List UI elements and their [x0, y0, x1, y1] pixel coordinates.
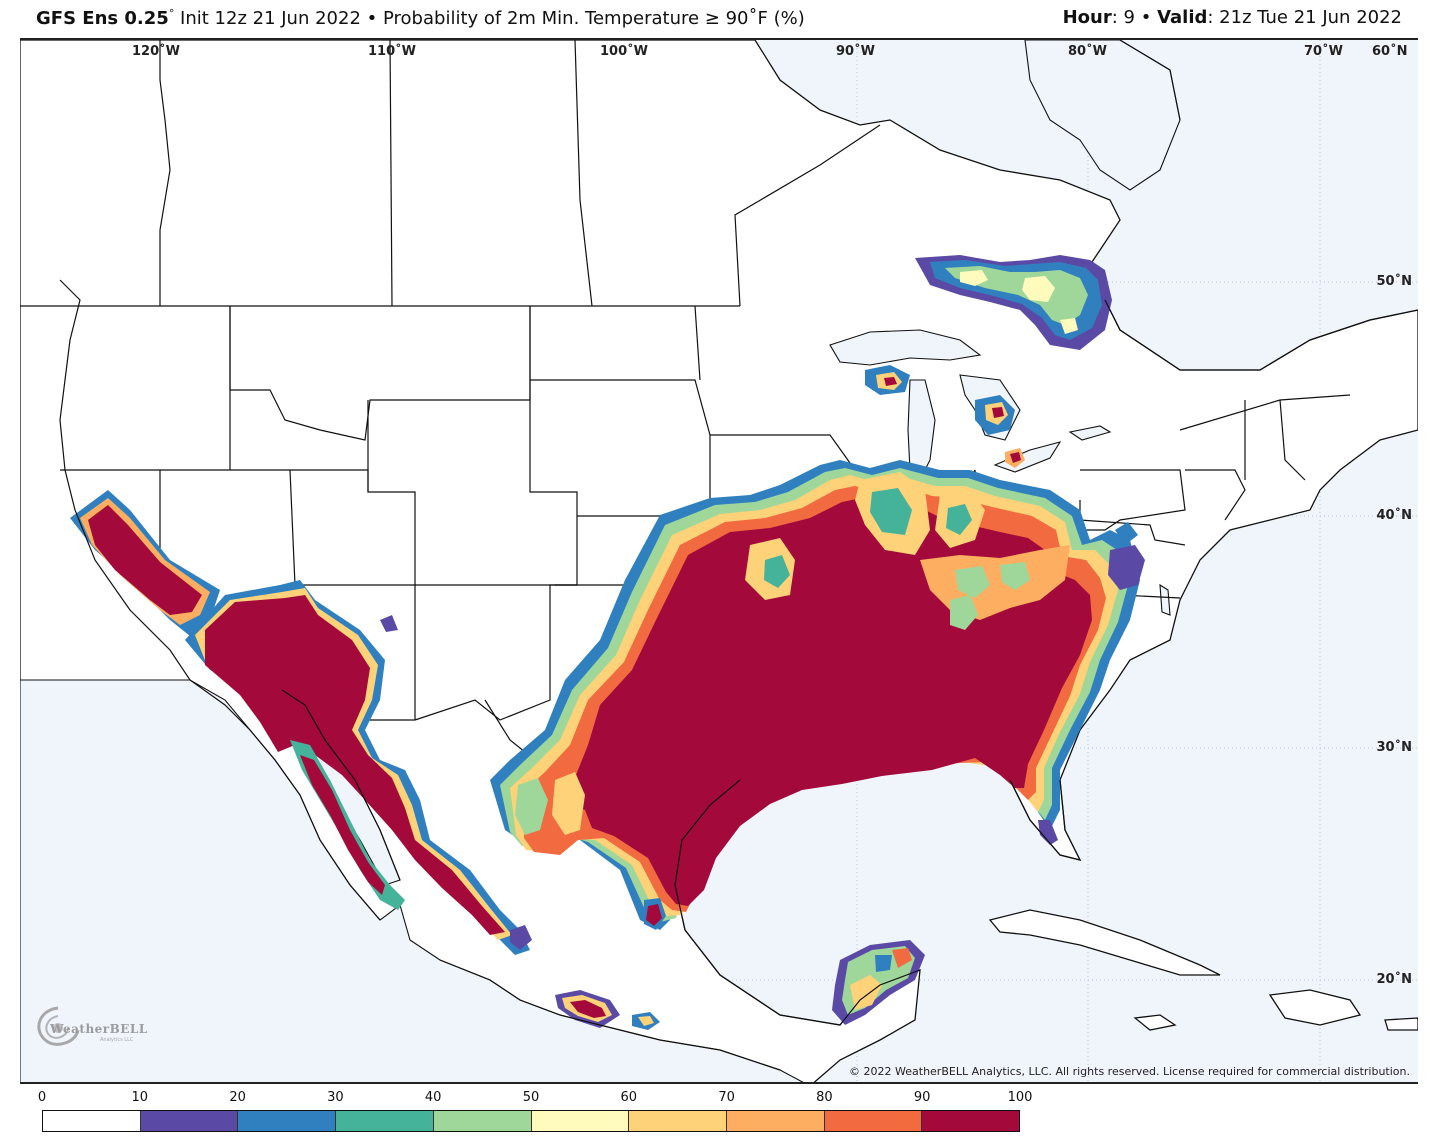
legend-tick: 0: [37, 1090, 47, 1105]
lon-label-120w: 120˚W: [132, 44, 180, 59]
title-bar: GFS Ens 0.25° Init 12z 21 Jun 2022 • Pro…: [0, 0, 1440, 38]
bullet-2: •: [1140, 7, 1152, 28]
legend-swatch: [43, 1111, 141, 1131]
lake-superior: [829, 329, 982, 366]
region-yucatan: [832, 940, 925, 1025]
legend-swatch: [336, 1111, 434, 1131]
region-great-lakes: [865, 365, 1025, 468]
weatherbell-logo: WeatherBELL Analytics LLC: [28, 1002, 158, 1052]
region-california: [70, 490, 220, 640]
legend-swatch: [140, 1111, 239, 1131]
product-name: Probability of 2m Min. Temperature: [383, 8, 700, 29]
legend-color-bar: [42, 1110, 1020, 1132]
legend-swatch: [824, 1111, 923, 1131]
lake-ontario: [1068, 425, 1112, 441]
lat-label-50n: 50˚N: [1376, 274, 1412, 289]
legend-swatch: [629, 1111, 727, 1131]
model-name: GFS Ens 0.25: [36, 8, 169, 29]
lon-label-70w: 70˚W: [1304, 44, 1343, 59]
copyright-notice: © 2022 WeatherBELL Analytics, LLC. All r…: [849, 1065, 1410, 1078]
chesapeake: [1159, 583, 1171, 616]
lon-label-90w: 90˚W: [836, 44, 875, 59]
puerto-rico: [1384, 1017, 1418, 1031]
lat-label-60n-top: 60˚N: [1372, 44, 1408, 59]
probability-fill: [70, 255, 1145, 1030]
bullet-1: •: [366, 8, 378, 29]
coastlines: [59, 40, 1418, 1071]
color-legend: 0 10 20 30 40 50 60 70 80 90 100: [37, 1090, 1032, 1136]
legend-tick: 10: [131, 1090, 149, 1105]
legend-tick: 80: [816, 1090, 833, 1105]
threshold: ≥ 90˚F (%): [704, 8, 805, 29]
legend-swatch: [433, 1111, 532, 1131]
legend-swatch: [726, 1111, 825, 1131]
region-central-south: [490, 460, 1145, 930]
degree-mark: °: [168, 7, 175, 20]
swirl-icon: [37, 1006, 80, 1046]
hour-value: : 9: [1111, 7, 1135, 28]
valid-info: Hour: 9 • Valid: 21z Tue 21 Jun 2022: [1063, 7, 1402, 28]
map-title: GFS Ens 0.25° Init 12z 21 Jun 2022 • Pro…: [36, 7, 805, 29]
legend-tick: 50: [522, 1090, 540, 1105]
lat-label-20n: 20˚N: [1376, 972, 1412, 987]
init-time: Init 12z 21 Jun 2022: [180, 8, 361, 29]
valid-label: Valid: [1157, 7, 1208, 28]
map-canvas[interactable]: [20, 40, 1418, 1084]
legend-swatch: [238, 1111, 337, 1131]
hour-label: Hour: [1062, 7, 1112, 28]
region-southwest: [185, 580, 530, 955]
region-south-mexico: [510, 925, 660, 1030]
jamaica: [1133, 1014, 1177, 1031]
logo-subtext: Analytics LLC: [100, 1037, 134, 1043]
legend-swatch: [922, 1111, 1020, 1131]
lat-label-30n: 30˚N: [1376, 740, 1412, 755]
region-ontario: [915, 255, 1112, 350]
lon-label-100w: 100˚W: [600, 44, 648, 59]
legend-tick: 100: [1007, 1090, 1033, 1105]
lon-label-110w: 110˚W: [368, 44, 416, 59]
legend-tick: 20: [229, 1090, 246, 1105]
legend-tick: 70: [718, 1090, 735, 1105]
legend-tick: 60: [620, 1090, 638, 1105]
lat-label-40n: 40˚N: [1376, 508, 1412, 523]
logo-text: WeatherBELL: [50, 1022, 148, 1036]
legend-tick: 40: [424, 1090, 442, 1105]
valid-value: : 21z Tue 21 Jun 2022: [1207, 7, 1402, 28]
hispaniola: [1268, 989, 1362, 1026]
legend-swatch: [531, 1111, 630, 1131]
map-panel[interactable]: 120˚W 110˚W 100˚W 90˚W 80˚W 70˚W 60˚N 50…: [20, 38, 1418, 1084]
legend-tick: 90: [913, 1090, 931, 1105]
cuba: [988, 909, 1221, 976]
lon-label-80w: 80˚W: [1068, 44, 1107, 59]
legend-tick: 30: [327, 1090, 344, 1105]
